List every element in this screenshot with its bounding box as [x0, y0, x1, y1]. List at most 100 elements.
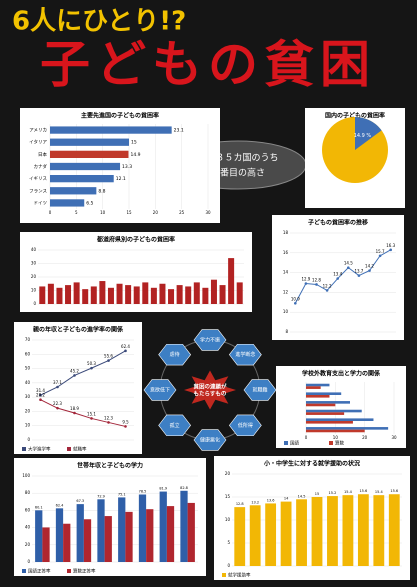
y-tick-label: 40: [31, 247, 37, 252]
bar: [82, 289, 89, 304]
bar: [125, 511, 133, 562]
node-label: 就職難: [252, 387, 267, 394]
bar: [166, 506, 175, 562]
bar: [150, 287, 157, 304]
point: [90, 417, 93, 420]
value-label: 12.2: [323, 283, 332, 288]
point: [73, 374, 76, 377]
value-label: 22.3: [53, 401, 62, 406]
value-label: 13.4: [333, 272, 342, 277]
hex-node: [228, 343, 262, 366]
legend-swatch: [67, 569, 71, 573]
value-label: 12.8: [312, 277, 321, 282]
value-label: 10.9: [291, 296, 300, 301]
bar: [306, 401, 350, 404]
legend-swatch: [329, 441, 333, 445]
point: [73, 411, 76, 415]
x-tick-label: 20: [362, 435, 368, 440]
bar: [306, 395, 330, 398]
callout-text: ９番目の高さ: [211, 167, 265, 179]
bar: [50, 126, 172, 134]
bar: [228, 258, 235, 304]
value-label: 12.1: [116, 176, 126, 182]
point: [389, 248, 393, 252]
panel: [276, 366, 406, 448]
point: [336, 277, 340, 280]
bar: [265, 503, 277, 566]
point: [107, 421, 110, 424]
bar: [388, 494, 400, 566]
bar: [176, 285, 183, 304]
value-label: 82.8: [180, 486, 188, 490]
bar: [47, 283, 54, 304]
value-label: 12.9: [301, 276, 310, 281]
bar: [50, 187, 97, 195]
bar: [76, 504, 84, 562]
point: [347, 266, 350, 269]
line: [40, 350, 126, 396]
y-tick-label: 60: [25, 507, 31, 512]
legend-swatch: [222, 573, 226, 577]
chart-title: 世帯年収と子どもの学力: [77, 462, 143, 470]
bar: [193, 282, 200, 304]
legend-label: 就職率: [73, 446, 87, 453]
bar: [187, 502, 195, 562]
legend-swatch: [67, 447, 71, 451]
value-label: 15: [315, 492, 319, 496]
value-label: 13.3: [122, 164, 132, 170]
bar: [73, 282, 80, 304]
bar: [219, 285, 226, 304]
slice-label: 14.9 %: [354, 133, 372, 139]
legend-label: 大学進学率: [28, 446, 51, 453]
bar: [50, 150, 129, 158]
bar: [185, 286, 192, 304]
point: [315, 283, 318, 286]
bar: [133, 286, 140, 304]
node-label: 学力不振: [200, 337, 220, 344]
hex-node: [143, 379, 177, 401]
bar: [306, 429, 365, 433]
value-label: 15: [131, 140, 137, 146]
chart-title: 親の年収と子どもの進学率の関係: [33, 326, 123, 334]
y-tick-label: 12: [283, 289, 289, 294]
value-label: 16.3: [386, 243, 395, 248]
point: [107, 359, 110, 362]
point: [124, 425, 127, 428]
bar: [42, 527, 50, 562]
y-tick-label: 0: [33, 301, 36, 306]
hex-node: [243, 379, 277, 401]
bar: [50, 175, 114, 183]
point: [39, 393, 42, 397]
y-tick-label: 14: [283, 270, 289, 275]
y-tick-label: 18: [283, 230, 289, 235]
point: [124, 349, 127, 353]
bar: [104, 516, 112, 562]
chart-title: 都道府県別の子どもの貧困率: [96, 236, 175, 244]
headline: 6人にひとり!?: [12, 7, 186, 37]
bar: [249, 505, 261, 566]
x-tick-label: 30: [205, 210, 211, 215]
hex-node: [228, 414, 262, 437]
hex-node: [158, 414, 192, 437]
bar: [138, 494, 147, 562]
value-label: 14.9: [130, 152, 140, 158]
bar: [306, 386, 321, 389]
value-label: 18.9: [70, 406, 79, 411]
legend-label: 就学援助率: [228, 572, 251, 579]
value-label: 37.1: [53, 380, 62, 385]
x-tick-label: 10: [100, 210, 106, 215]
y-tick-label: 70: [25, 337, 31, 342]
y-tick-label: 40: [25, 525, 31, 530]
node-label: 孤立: [170, 422, 180, 429]
chart-title: 主要先進国の子どもの貧困率: [81, 112, 159, 120]
point: [325, 289, 329, 292]
bar: [180, 490, 188, 562]
value-label: 15.4: [375, 490, 384, 494]
bar: [234, 507, 246, 566]
value-label: 14.5: [298, 494, 306, 498]
node-label: 進学断念: [235, 351, 255, 358]
bar: [142, 282, 149, 304]
point: [304, 282, 308, 285]
legend-label: 算数正答率: [73, 568, 96, 575]
y-tick-label: 5: [227, 540, 230, 545]
